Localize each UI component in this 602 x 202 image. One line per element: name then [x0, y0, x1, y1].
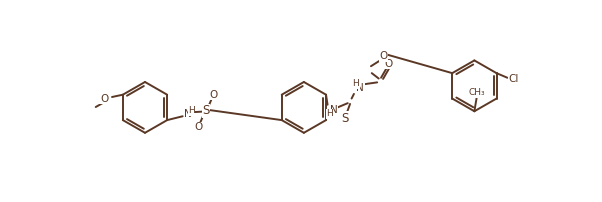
Text: H: H [326, 109, 333, 118]
Text: O: O [100, 94, 108, 104]
Text: O: O [379, 51, 388, 61]
Text: O: O [209, 90, 218, 100]
Text: H: H [352, 79, 359, 88]
Text: N: N [184, 109, 192, 119]
Text: CH₃: CH₃ [468, 88, 485, 97]
Text: N: N [330, 105, 338, 115]
Text: Cl: Cl [508, 74, 519, 84]
Text: O: O [194, 122, 202, 132]
Text: N: N [356, 83, 364, 93]
Text: S: S [202, 104, 209, 117]
Text: H: H [188, 106, 195, 115]
Text: O: O [385, 59, 393, 69]
Text: S: S [341, 112, 349, 125]
